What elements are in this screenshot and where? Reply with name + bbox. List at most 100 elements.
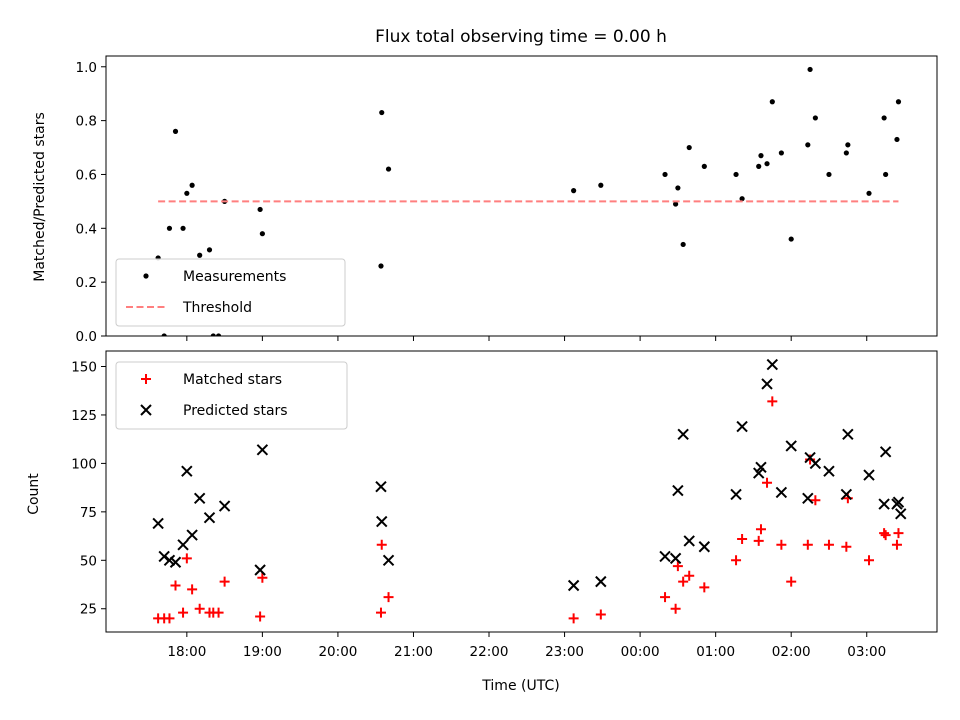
matched-stars-point: [568, 613, 579, 624]
predicted-stars-point: [203, 511, 216, 524]
matched-stars-point: [891, 539, 902, 550]
legend-label: Threshold: [182, 300, 252, 316]
top-y-tick-label: 1.0: [76, 60, 97, 76]
top-y-tick-label: 0.6: [76, 167, 97, 183]
measurement-point: [571, 188, 577, 194]
matched-stars-point: [762, 477, 773, 488]
top-chart-title: Flux total observing time = 0.00 h: [375, 27, 667, 47]
predicted-stars-point: [376, 515, 388, 528]
x-tick-label: 20:00: [318, 644, 357, 660]
matched-stars-point: [776, 539, 787, 550]
matched-stars-point: [383, 592, 394, 603]
measurement-point: [184, 190, 190, 196]
measurement-point: [189, 182, 195, 188]
x-tick-label: 22:00: [470, 644, 509, 660]
predicted-stars-point: [254, 564, 266, 576]
measurement-point: [778, 150, 784, 156]
x-tick-label: 03:00: [847, 644, 886, 660]
predicted-stars-point: [895, 508, 907, 520]
predicted-stars-point: [152, 517, 164, 530]
bottom-y-tick-label: 100: [71, 456, 97, 472]
predicted-stars-point: [672, 484, 684, 497]
matched-stars-point: [753, 535, 764, 546]
matched-stars-point: [684, 570, 695, 581]
predicted-stars-point: [659, 550, 671, 563]
predicted-stars-point: [809, 457, 822, 470]
matched-stars-point: [731, 555, 742, 566]
top-data-group: [155, 66, 902, 336]
predicted-stars-point: [698, 541, 711, 553]
measurement-point: [166, 225, 173, 231]
matched-stars-point: [376, 539, 387, 550]
top-y-tick-label: 0.0: [76, 329, 97, 345]
measurement-point: [259, 231, 265, 237]
x-tick-label: 01:00: [696, 644, 735, 660]
measurement-point: [739, 196, 745, 202]
matched-stars-point: [678, 576, 689, 587]
predicted-stars-point: [736, 420, 748, 433]
predicted-stars-point: [256, 444, 269, 456]
matched-stars-point: [802, 539, 813, 550]
matched-stars-point: [699, 582, 710, 593]
x-tick-label: 23:00: [545, 644, 584, 660]
predicted-stars-point: [761, 378, 773, 390]
measurement-point: [764, 161, 770, 167]
measurement-point: [598, 182, 604, 188]
measurement-point: [843, 150, 849, 156]
measurement-point: [701, 163, 707, 169]
bottom-y-tick-label: 150: [71, 360, 97, 376]
legend-label: Predicted stars: [183, 403, 288, 419]
predicted-stars-point: [766, 358, 779, 371]
measurement-point: [673, 201, 679, 207]
measurement-point: [788, 236, 794, 242]
matched-stars-point: [219, 576, 230, 587]
predicted-stars-point: [193, 492, 206, 504]
predicted-stars-point: [842, 428, 854, 441]
measurement-point: [215, 333, 222, 336]
predicted-stars-point: [892, 496, 905, 508]
predicted-stars-point: [677, 428, 689, 441]
measurement-point: [866, 190, 872, 196]
predicted-stars-point: [567, 579, 580, 592]
measurement-point: [257, 206, 263, 213]
measurement-point: [895, 99, 902, 105]
predicted-stars-point: [785, 440, 797, 452]
predicted-stars-point: [177, 539, 189, 551]
predicted-stars-point: [382, 554, 395, 567]
predicted-stars-point: [863, 469, 875, 481]
measurement-point: [805, 142, 811, 148]
predicted-stars-point: [755, 461, 767, 473]
measurement-point: [807, 66, 813, 73]
x-tick-label: 21:00: [394, 644, 433, 660]
matched-stars-point: [786, 576, 797, 587]
measurement-point: [826, 171, 832, 178]
top-legend-box: [115, 258, 346, 327]
predicted-stars-point: [823, 465, 835, 477]
predicted-stars-point: [775, 486, 788, 499]
legend-label: Measurements: [183, 269, 286, 285]
matched-stars-point: [187, 584, 198, 595]
matched-stars-point: [823, 539, 834, 550]
measurement-point: [180, 225, 186, 231]
matched-stars-point: [893, 528, 904, 539]
top-plot-frame: [105, 55, 938, 337]
measurement-point: [172, 128, 179, 134]
measurement-point: [881, 115, 887, 121]
legend-x-marker: [140, 404, 152, 416]
measurement-point: [680, 241, 686, 248]
predicted-stars-point: [218, 500, 231, 512]
bottom-y-tick-label: 25: [80, 602, 97, 618]
measurement-point: [894, 136, 900, 143]
predicted-stars-point: [169, 556, 182, 568]
predicted-stars-point: [595, 575, 607, 588]
predicted-stars-point: [730, 488, 742, 501]
matched-stars-point: [257, 572, 268, 583]
matched-stars-point: [595, 609, 606, 620]
predicted-stars-point: [669, 552, 682, 565]
matched-stars-point: [672, 561, 683, 572]
matched-stars-point: [660, 592, 671, 603]
legend-dot-marker: [143, 273, 149, 279]
legend-plus-marker: [141, 374, 151, 384]
matched-stars-point: [213, 607, 224, 618]
top-y-tick-label: 0.4: [76, 221, 97, 237]
